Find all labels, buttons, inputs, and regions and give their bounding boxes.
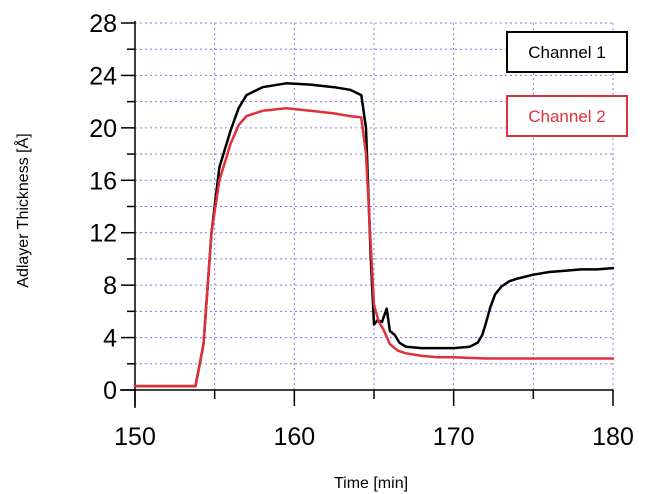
legend-box-channel-2 — [506, 95, 628, 137]
y-tick-label: 20 — [89, 115, 117, 143]
x-axis-title: Time [min] — [334, 475, 408, 492]
x-tick-label: 180 — [592, 423, 634, 451]
grid — [135, 22, 614, 390]
y-tick-label: 24 — [89, 62, 117, 90]
legend-label-channel-1: Channel 1 — [528, 43, 606, 62]
y-tick-label: 0 — [103, 377, 117, 405]
x-tick-label: 170 — [433, 423, 475, 451]
y-tick-label: 12 — [89, 220, 117, 248]
y-tick-label: 4 — [103, 325, 117, 353]
y-tick-label: 28 — [89, 10, 117, 38]
x-tick-label: 150 — [114, 423, 156, 451]
series-line-channel-1 — [133, 82, 615, 388]
y-tick-label: 16 — [89, 167, 117, 195]
series-lines — [133, 82, 615, 388]
y-tick-label: 8 — [103, 272, 117, 300]
x-tick-label: 160 — [273, 423, 315, 451]
axes: 0 4 8 12 16 20 24 28 150 160 170 180 — [89, 10, 634, 451]
legend-box-channel-1 — [506, 31, 628, 73]
legend: Channel 1 Channel 2 — [506, 31, 628, 137]
series-line-channel-2 — [133, 106, 615, 388]
legend-label-channel-2: Channel 2 — [528, 107, 606, 126]
y-axis-title: Adlayer Thickness [Å] — [13, 133, 32, 287]
